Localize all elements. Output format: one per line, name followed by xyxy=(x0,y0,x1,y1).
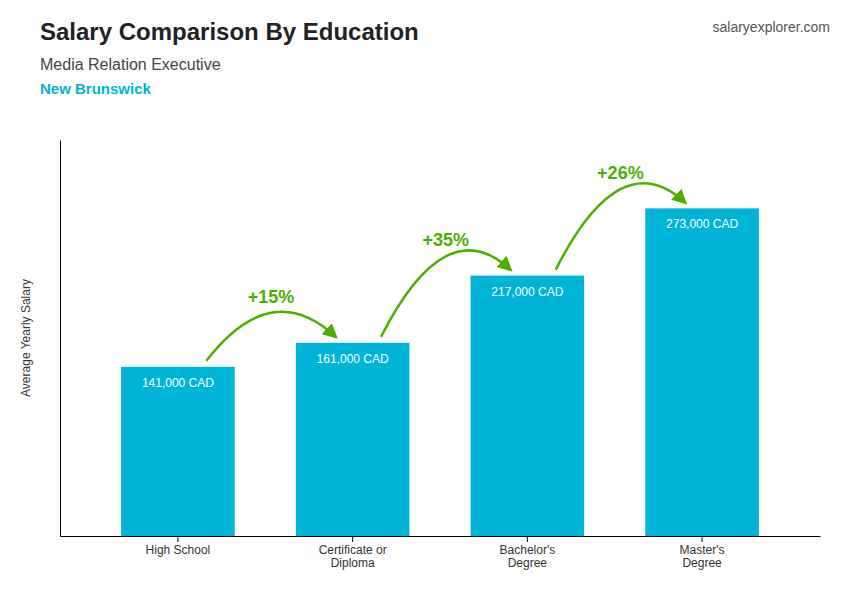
x-tick: Bachelor'sDegree xyxy=(500,536,556,570)
subtitle: Media Relation Executive xyxy=(40,56,221,73)
data-label: 273,000 CAD xyxy=(666,217,738,231)
note: salaryexplorer.com xyxy=(713,19,831,35)
change-arrow xyxy=(206,312,335,361)
bar xyxy=(645,208,759,536)
x-tick-label: Certificate orDiploma xyxy=(319,543,387,571)
change-label: +35% xyxy=(422,230,469,250)
change-label: +15% xyxy=(248,287,295,307)
data-label: 141,000 CAD xyxy=(142,376,214,390)
x-tick-label: Bachelor'sDegree xyxy=(500,543,556,571)
bar xyxy=(471,276,585,536)
x-tick: Certificate orDiploma xyxy=(319,536,387,570)
x-tick-mark xyxy=(352,536,353,542)
subtitle: New Brunswick xyxy=(40,80,152,97)
x-tick: Master'sDegree xyxy=(680,536,725,570)
x-tick: High School xyxy=(146,536,211,557)
change-arrow xyxy=(381,250,510,336)
title: Salary Comparison By Education xyxy=(40,18,419,45)
x-tick-label: High School xyxy=(146,543,211,557)
x-tick-mark xyxy=(177,536,178,542)
x-axis-line xyxy=(61,536,821,537)
data-label: 161,000 CAD xyxy=(317,352,389,366)
x-tick-label: Master'sDegree xyxy=(680,543,725,571)
x-tick-mark xyxy=(527,536,528,542)
bar xyxy=(121,367,235,536)
change-label: +26% xyxy=(597,163,644,183)
data-labels: 141,000 CAD 161,000 CAD 217,000 CAD 273,000… xyxy=(142,217,739,389)
annotations: +15% +35% +26% salaryexplorer.com xyxy=(206,19,830,361)
bar xyxy=(296,343,410,536)
x-axis: High School Certificate orDiploma Bachelor… xyxy=(61,536,821,570)
plot-area xyxy=(121,208,759,536)
chart: Salary Comparison By Education Media Rela… xyxy=(0,0,850,606)
y-axis-line xyxy=(60,141,61,537)
change-arrow xyxy=(556,183,685,269)
y-axis xyxy=(60,141,61,537)
x-tick-mark xyxy=(702,536,703,542)
data-label: 217,000 CAD xyxy=(491,285,563,299)
y-axis-label: Average Yearly Salary xyxy=(19,279,33,397)
